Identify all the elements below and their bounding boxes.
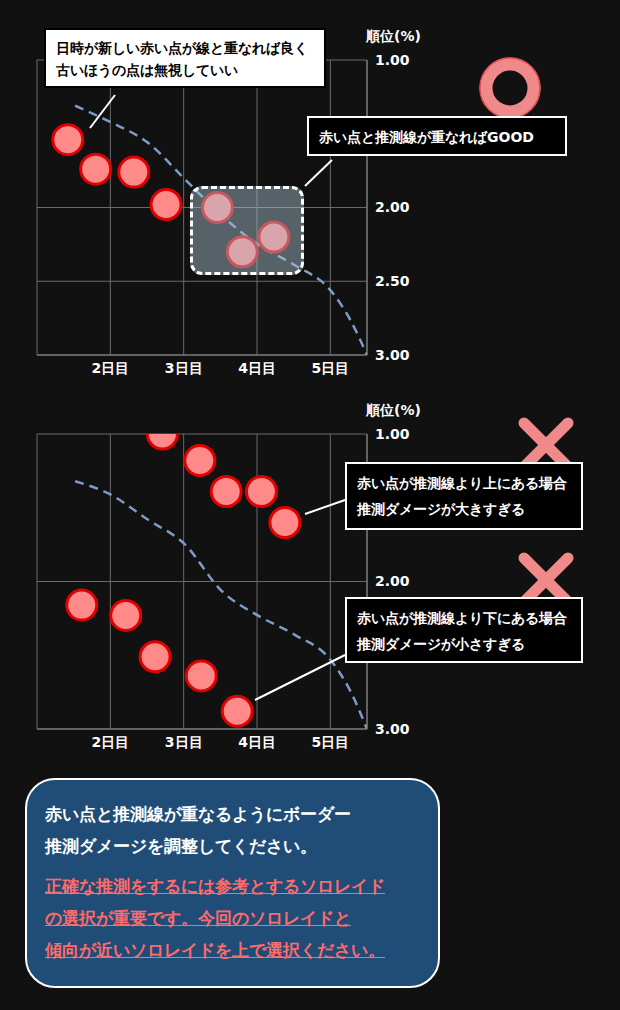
svg-text:1.00: 1.00	[375, 52, 410, 68]
svg-text:5日目: 5日目	[311, 734, 349, 750]
html-text:順位(%): 順位(%)	[366, 28, 421, 44]
html-text:赤い点と推測線が重なるようにボーダー: 赤い点と推測線が重なるようにボーダー	[45, 804, 351, 824]
svg-text:4日目: 4日目	[238, 360, 276, 376]
html-text:推測ダメージが大きすぎる: 推測ダメージが大きすぎる	[357, 501, 525, 517]
svg-text:2日目: 2日目	[91, 360, 129, 376]
html-text:傾向が近いソロレイドを上で選択ください。: 傾向が近いソロレイドを上で選択ください。	[45, 940, 385, 960]
svg-text:2.50: 2.50	[375, 273, 410, 289]
html-text:赤い点が推測線より下にある場合: 赤い点が推測線より下にある場合	[357, 610, 567, 626]
html-text:推測ダメージが小さすぎる: 推測ダメージが小さすぎる	[357, 636, 525, 652]
html-text:推測ダメージを調整してください。: 推測ダメージを調整してください。	[45, 836, 317, 856]
html-text:日時が新しい赤い点が線と重なれば良く: 日時が新しい赤い点が線と重なれば良く	[56, 40, 308, 56]
html-text:赤い点が推測線より上にある場合: 赤い点が推測線より上にある場合	[357, 475, 567, 491]
svg-text:3日目: 3日目	[165, 734, 203, 750]
html-text:順位(%): 順位(%)	[366, 402, 421, 418]
svg-text:3.00: 3.00	[375, 347, 410, 363]
svg-text:2.00: 2.00	[375, 199, 410, 215]
html-text:正確な推測をするには参考とするソロレイド: 正確な推測をするには参考とするソロレイド	[45, 876, 385, 896]
html-text:古いほうの点は無視していい: 古いほうの点は無視していい	[56, 62, 238, 78]
svg-text:1.00: 1.00	[375, 426, 410, 442]
svg-text:3.00: 3.00	[375, 721, 410, 737]
svg-text:4日目: 4日目	[238, 734, 276, 750]
html-text:の選択が重要です。今回のソロレイドと: の選択が重要です。今回のソロレイドと	[45, 908, 351, 928]
svg-text:5日目: 5日目	[311, 360, 349, 376]
svg-text:2.00: 2.00	[375, 573, 410, 589]
html-text:赤い点と推測線が重なればGOOD: 赤い点と推測線が重なればGOOD	[319, 129, 534, 145]
svg-text:2日目: 2日目	[91, 734, 129, 750]
svg-text:3日目: 3日目	[165, 360, 203, 376]
